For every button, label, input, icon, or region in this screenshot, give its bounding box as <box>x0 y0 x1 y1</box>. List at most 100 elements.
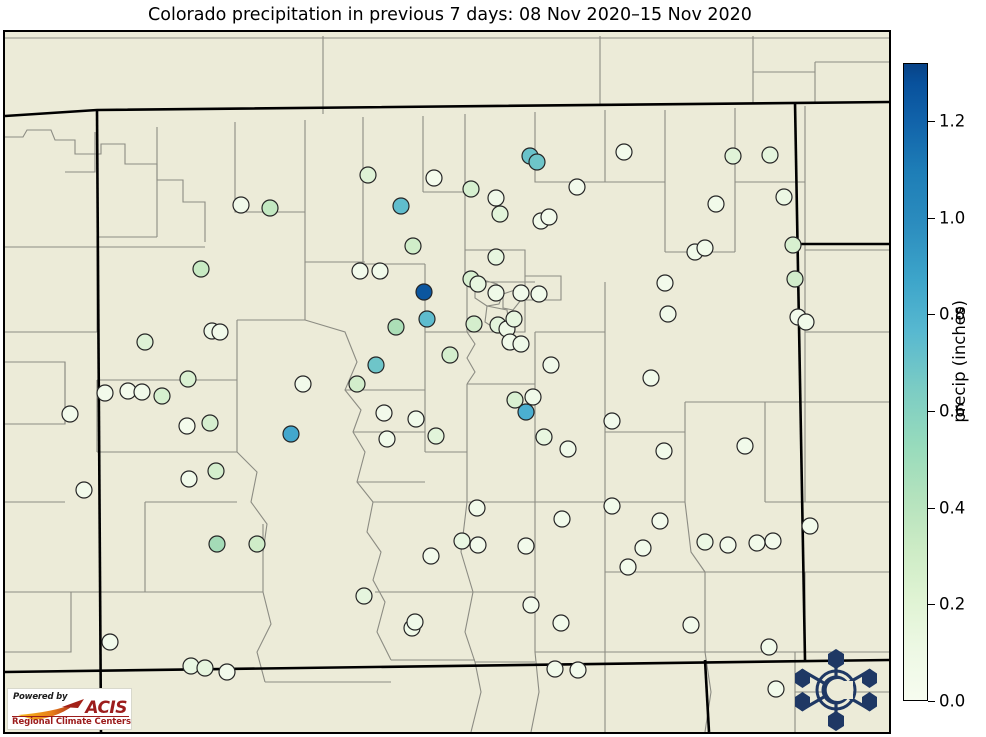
station-marker[interactable] <box>427 427 445 445</box>
station-marker[interactable] <box>724 147 742 165</box>
station-marker[interactable] <box>96 384 114 402</box>
station-marker[interactable] <box>375 404 393 422</box>
station-marker[interactable] <box>760 638 778 656</box>
station-marker[interactable] <box>367 356 385 374</box>
station-marker[interactable] <box>603 412 621 430</box>
station-marker[interactable] <box>748 534 766 552</box>
station-marker[interactable] <box>392 197 410 215</box>
station-marker[interactable] <box>542 356 560 374</box>
station-marker[interactable] <box>506 391 524 409</box>
station-marker[interactable] <box>517 403 535 421</box>
station-marker[interactable] <box>133 383 151 401</box>
station-marker[interactable] <box>453 532 471 550</box>
station-marker[interactable] <box>407 410 425 428</box>
station-marker[interactable] <box>261 199 279 217</box>
station-marker[interactable] <box>528 153 546 171</box>
station-marker[interactable] <box>441 346 459 364</box>
station-marker[interactable] <box>775 188 793 206</box>
station-marker[interactable] <box>512 284 530 302</box>
station-marker[interactable] <box>232 196 250 214</box>
station-marker[interactable] <box>387 318 405 336</box>
station-marker[interactable] <box>535 428 553 446</box>
station-marker[interactable] <box>540 208 558 226</box>
station-marker[interactable] <box>248 535 266 553</box>
station-marker[interactable] <box>487 284 505 302</box>
station-marker[interactable] <box>351 262 369 280</box>
station-marker[interactable] <box>530 285 548 303</box>
station-marker[interactable] <box>524 388 542 406</box>
station-marker[interactable] <box>764 532 782 550</box>
station-marker[interactable] <box>736 437 754 455</box>
station-marker[interactable] <box>505 310 523 328</box>
station-marker[interactable] <box>406 613 424 631</box>
station-marker[interactable] <box>546 660 564 678</box>
station-marker[interactable] <box>761 146 779 164</box>
station-marker[interactable] <box>642 369 660 387</box>
station-marker[interactable] <box>211 323 229 341</box>
station-marker[interactable] <box>696 239 714 257</box>
station-marker[interactable] <box>656 274 674 292</box>
station-marker[interactable] <box>136 333 154 351</box>
station-marker[interactable] <box>682 616 700 634</box>
station-marker[interactable] <box>619 558 637 576</box>
station-marker[interactable] <box>465 315 483 333</box>
station-marker[interactable] <box>469 536 487 554</box>
station-marker[interactable] <box>425 169 443 187</box>
station-marker[interactable] <box>651 512 669 530</box>
station-marker[interactable] <box>801 517 819 535</box>
station-markers[interactable] <box>61 143 819 698</box>
station-marker[interactable] <box>487 189 505 207</box>
station-marker[interactable] <box>422 547 440 565</box>
station-marker[interactable] <box>196 659 214 677</box>
map-panel[interactable] <box>3 30 891 734</box>
station-marker[interactable] <box>767 680 785 698</box>
station-marker[interactable] <box>178 417 196 435</box>
station-marker[interactable] <box>61 405 79 423</box>
station-marker[interactable] <box>179 370 197 388</box>
station-marker[interactable] <box>418 310 436 328</box>
station-marker[interactable] <box>552 614 570 632</box>
station-marker[interactable] <box>603 497 621 515</box>
station-marker[interactable] <box>655 442 673 460</box>
station-marker[interactable] <box>282 425 300 443</box>
station-marker[interactable] <box>522 596 540 614</box>
station-marker[interactable] <box>192 260 210 278</box>
station-marker[interactable] <box>218 663 236 681</box>
station-marker[interactable] <box>487 248 505 266</box>
station-marker[interactable] <box>415 283 433 301</box>
station-marker[interactable] <box>294 375 312 393</box>
station-marker[interactable] <box>378 430 396 448</box>
station-marker[interactable] <box>696 533 714 551</box>
station-marker[interactable] <box>615 143 633 161</box>
station-marker[interactable] <box>101 633 119 651</box>
station-marker[interactable] <box>371 262 389 280</box>
station-marker[interactable] <box>553 510 571 528</box>
station-marker[interactable] <box>355 587 373 605</box>
station-marker[interactable] <box>634 539 652 557</box>
station-marker[interactable] <box>404 237 422 255</box>
station-marker[interactable] <box>359 166 377 184</box>
station-marker[interactable] <box>201 414 219 432</box>
station-marker[interactable] <box>491 205 509 223</box>
station-marker[interactable] <box>468 499 486 517</box>
station-marker[interactable] <box>512 335 530 353</box>
station-marker[interactable] <box>707 195 725 213</box>
station-marker[interactable] <box>559 440 577 458</box>
station-marker[interactable] <box>784 236 802 254</box>
colorado-map[interactable] <box>5 32 889 732</box>
station-marker[interactable] <box>153 387 171 405</box>
station-marker[interactable] <box>719 536 737 554</box>
station-marker[interactable] <box>462 180 480 198</box>
station-marker[interactable] <box>75 481 93 499</box>
station-marker[interactable] <box>797 313 815 331</box>
station-marker[interactable] <box>786 270 804 288</box>
station-marker[interactable] <box>348 375 366 393</box>
station-marker[interactable] <box>469 275 487 293</box>
station-marker[interactable] <box>207 462 225 480</box>
station-marker[interactable] <box>208 535 226 553</box>
station-marker[interactable] <box>180 470 198 488</box>
station-marker[interactable] <box>568 178 586 196</box>
station-marker[interactable] <box>659 305 677 323</box>
station-marker[interactable] <box>517 537 535 555</box>
station-marker[interactable] <box>569 661 587 679</box>
